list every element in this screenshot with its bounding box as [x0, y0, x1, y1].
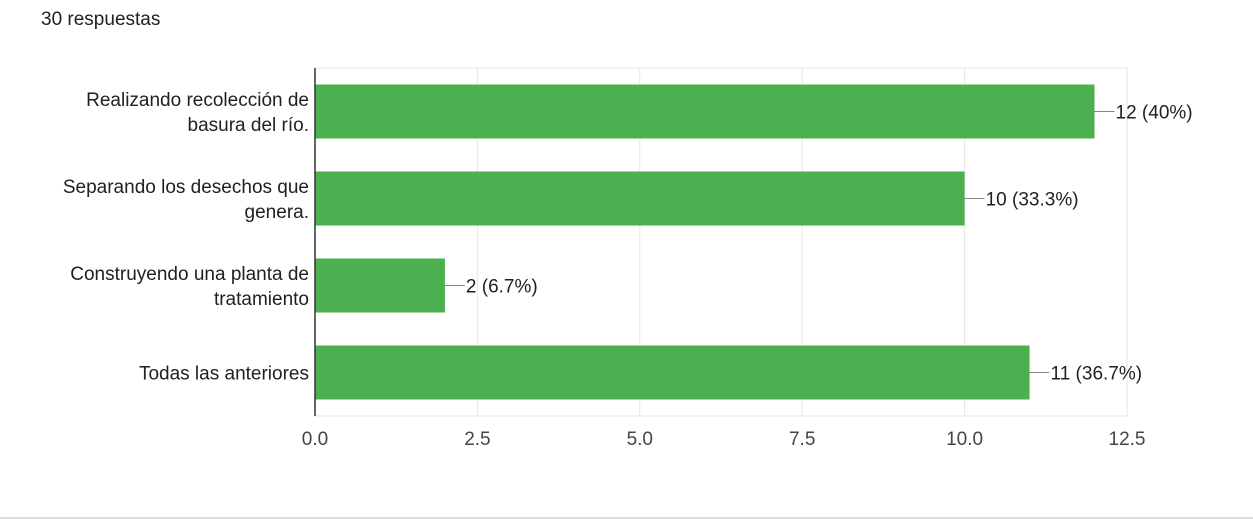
x-tick-label: 5.0 [627, 429, 653, 450]
bottom-divider [0, 517, 1253, 519]
category-label: tratamiento [214, 289, 309, 310]
x-tick-label: 7.5 [789, 429, 815, 450]
x-tick-label: 12.5 [1109, 429, 1146, 450]
bar [315, 84, 1095, 139]
response-count: 30 respuestas [41, 9, 161, 30]
data-label: 12 (40%) [1116, 103, 1193, 124]
category-label: genera. [245, 202, 309, 223]
x-tick-label: 10.0 [946, 429, 983, 450]
category-label: Realizando recolección de [86, 90, 309, 111]
category-label: Separando los desechos que [63, 177, 309, 198]
bar [315, 258, 445, 313]
x-tick-label: 0.0 [302, 429, 328, 450]
data-label: 10 (33.3%) [986, 190, 1079, 211]
data-label: 11 (36.7%) [1051, 364, 1143, 385]
bar [315, 171, 965, 226]
category-label: basura del río. [188, 115, 309, 136]
data-label: 2 (6.7%) [466, 277, 538, 298]
category-label: Todas las anteriores [139, 364, 309, 385]
bar [315, 345, 1030, 400]
x-tick-label: 2.5 [464, 429, 490, 450]
category-label: Construyendo una planta de [70, 264, 309, 285]
